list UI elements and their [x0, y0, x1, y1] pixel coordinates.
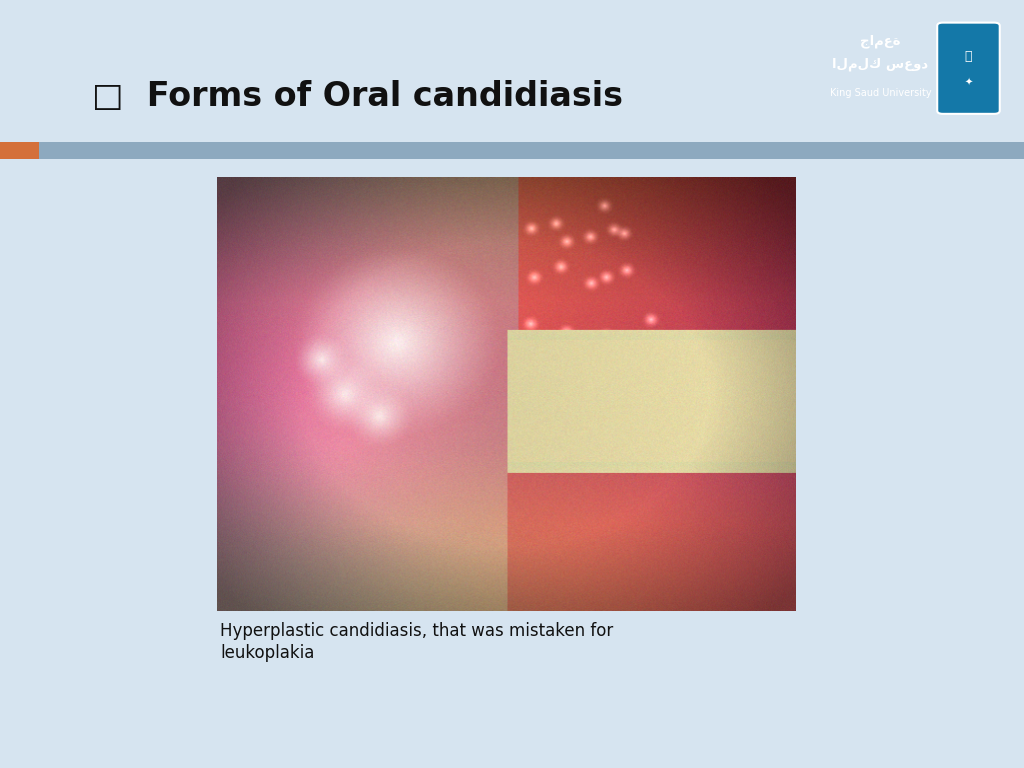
Text: leukoplakia: leukoplakia	[220, 644, 314, 662]
Text: 𝓟: 𝓟	[965, 51, 972, 63]
Text: جامعة: جامعة	[860, 35, 901, 48]
Bar	[39, 142, 1024, 159]
Text: □  Forms of Oral candidiasis: □ Forms of Oral candidiasis	[92, 80, 624, 112]
FancyBboxPatch shape	[937, 22, 999, 114]
Text: ✦: ✦	[965, 78, 973, 88]
Bar	[0, 142, 39, 159]
Text: الملك سعود: الملك سعود	[833, 58, 929, 71]
Text: King Saud University: King Saud University	[829, 88, 931, 98]
Text: Hyperplastic candidiasis, that was mistaken for: Hyperplastic candidiasis, that was mista…	[220, 622, 613, 641]
